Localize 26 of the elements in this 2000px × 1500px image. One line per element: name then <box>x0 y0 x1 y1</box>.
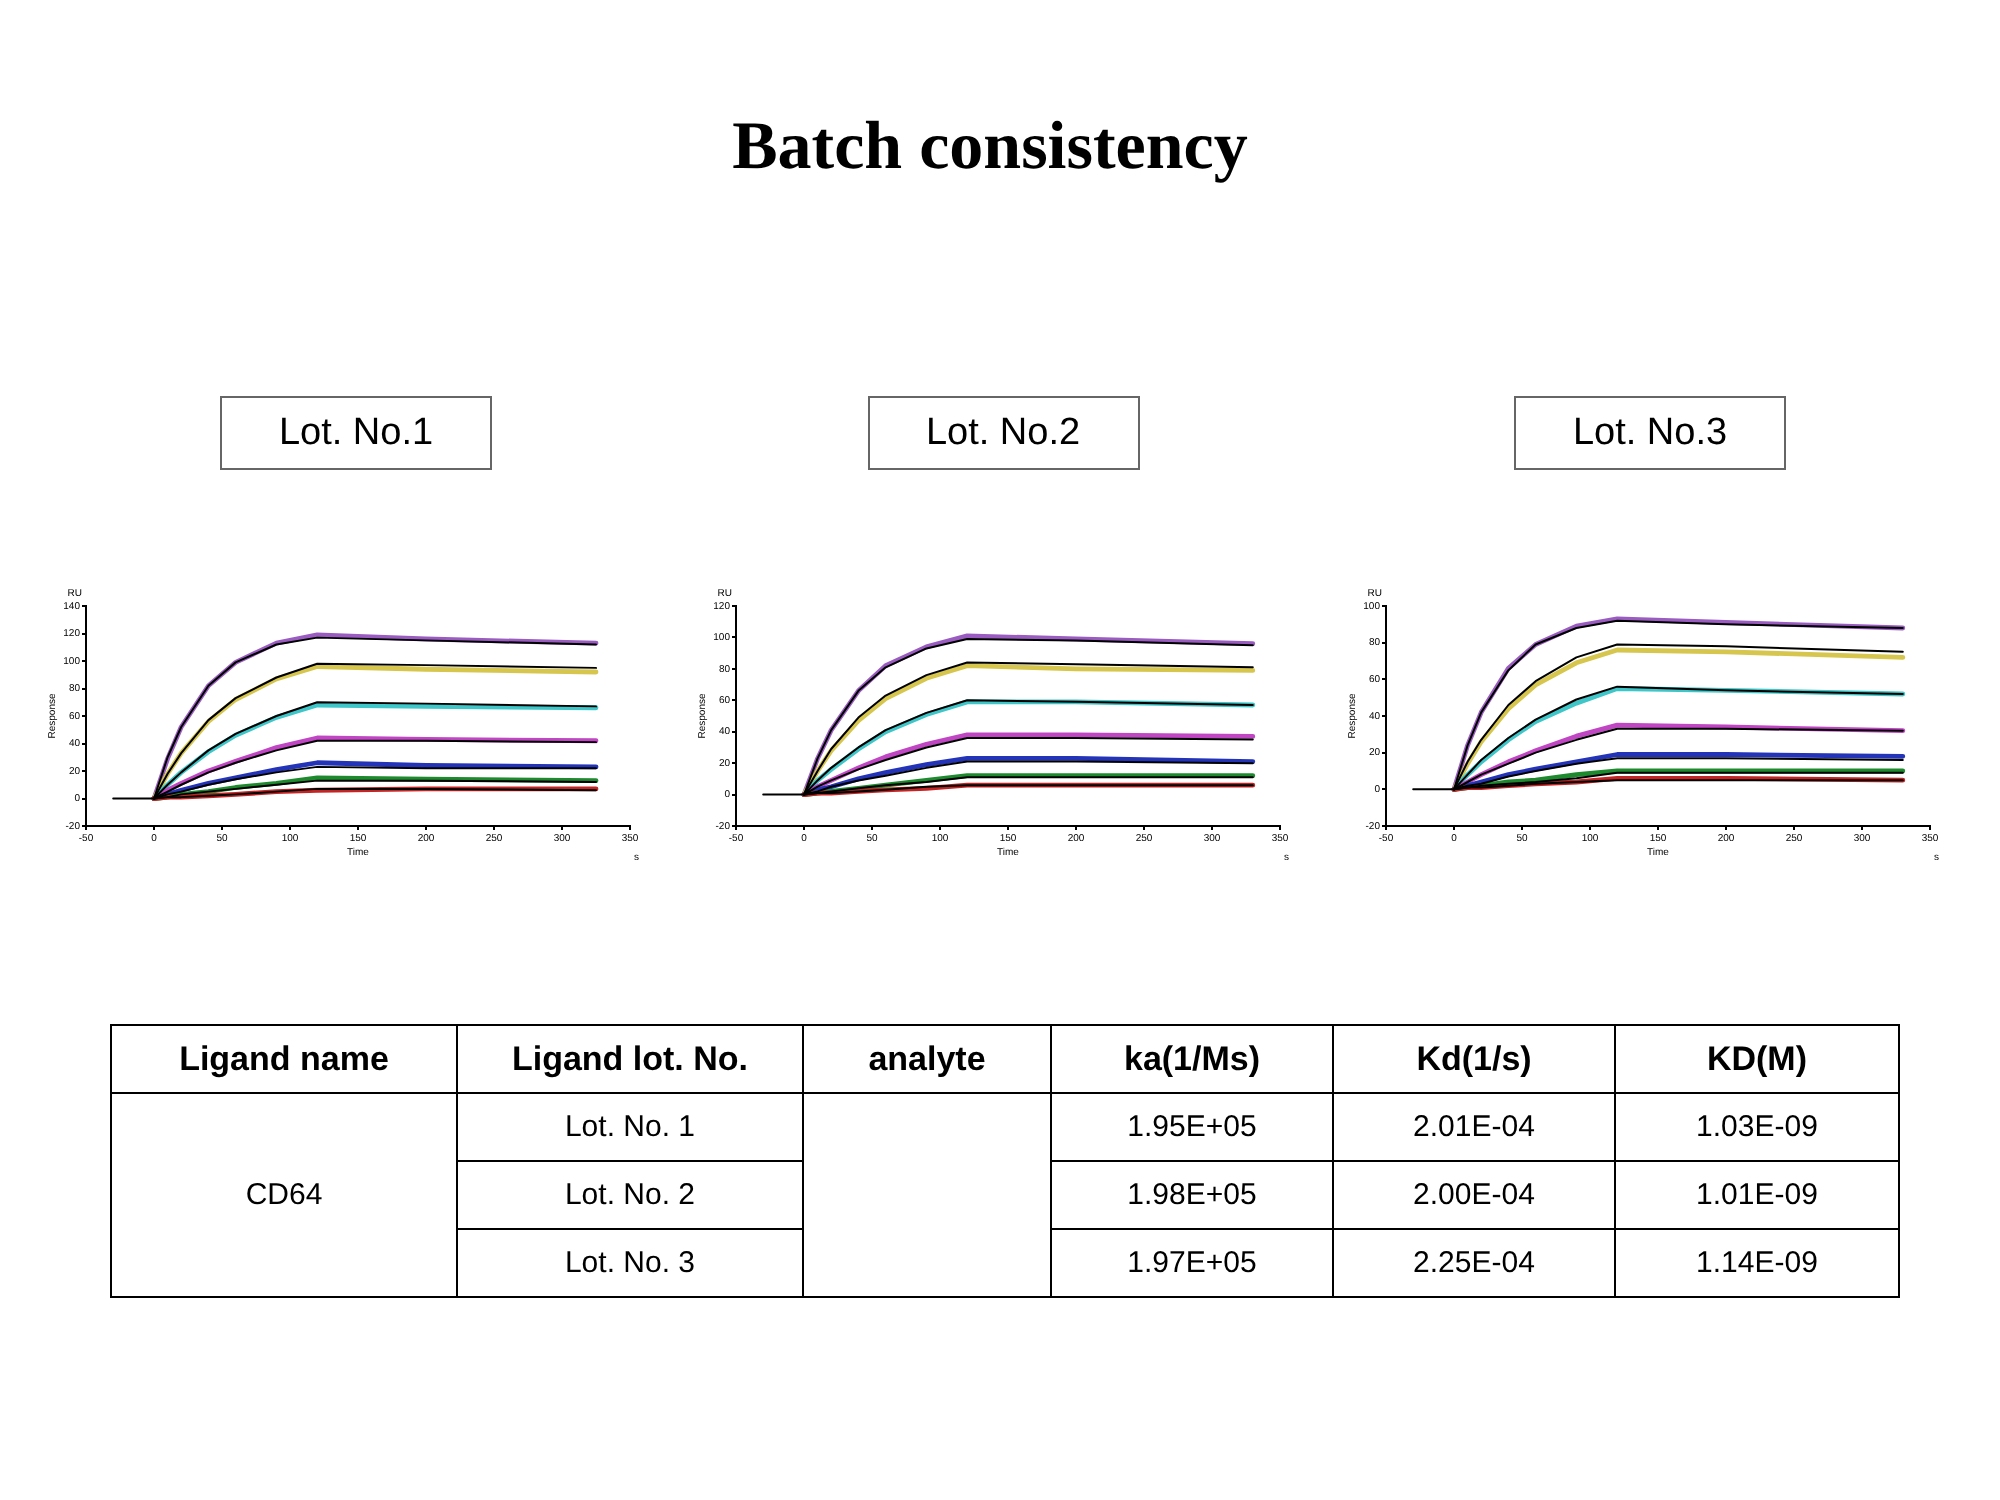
text: 1.14E-09 <box>1615 1229 1899 1297</box>
text: 1.97E+05 <box>1051 1229 1333 1297</box>
title-frame: Lot. No.2 <box>867 396 1139 470</box>
text: Lot. No. 1 <box>457 1093 803 1161</box>
category-label: ka(1/Ms) <box>1051 1025 1333 1093</box>
text: Lot. No. 2 <box>457 1161 803 1229</box>
text: 1.03E-09 <box>1615 1093 1899 1161</box>
text: 2.00E-04 <box>1333 1161 1615 1229</box>
text: CD64 <box>111 1093 457 1297</box>
text: 2.25E-04 <box>1333 1229 1615 1297</box>
title-frame: Lot. No.1 <box>220 396 492 470</box>
text: Lot. No. 3 <box>457 1229 803 1297</box>
chart-title: Lot. No.2 <box>925 412 1081 454</box>
text: 1.01E-09 <box>1615 1161 1899 1229</box>
text: 1.98E+05 <box>1051 1161 1333 1229</box>
title-frame: Lot. No.3 <box>1514 396 1786 470</box>
category-label: KD(M) <box>1615 1025 1899 1093</box>
category-label: Kd(1/s) <box>1333 1025 1615 1093</box>
category-label: analyte <box>803 1025 1051 1093</box>
text: Batch consistency <box>732 108 1248 188</box>
chart-title: Lot. No.3 <box>1572 412 1728 454</box>
chart-title: Lot. No.1 <box>278 412 434 454</box>
text: 2.01E-04 <box>1333 1093 1615 1161</box>
category-label: Ligand lot. No. <box>457 1025 803 1093</box>
text: 1.95E+05 <box>1051 1093 1333 1161</box>
category-label: Ligand name <box>111 1025 457 1093</box>
